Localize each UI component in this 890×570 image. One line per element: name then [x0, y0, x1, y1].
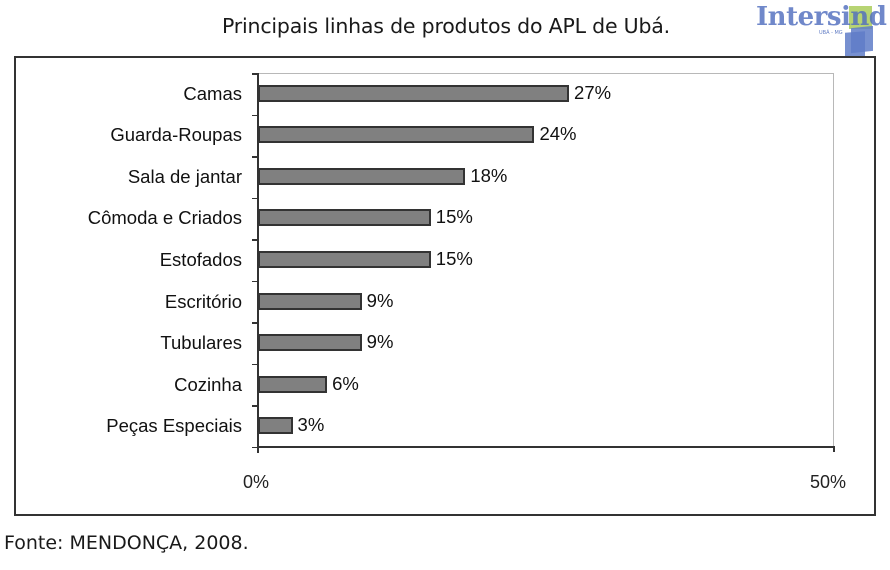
intersind-logo: Intersind UBÁ - MG [756, 0, 890, 62]
value-label: 9% [366, 289, 394, 311]
category-label: Camas [183, 82, 242, 104]
bar [258, 84, 570, 102]
bar [258, 292, 362, 310]
x-tick-label-min: 0% [243, 472, 270, 492]
value-label: 15% [435, 247, 473, 269]
y-axis-tick [252, 73, 258, 75]
chart-title: Principais linhas de produtos do APL de … [222, 14, 670, 38]
category-label: Guarda-Roupas [110, 124, 242, 146]
value-label: 9% [366, 331, 394, 353]
bar [258, 167, 466, 185]
source-caption: Fonte: MENDONÇA, 2008. [4, 532, 249, 554]
y-axis-tick [252, 322, 258, 324]
bar [258, 126, 535, 144]
logo-text: Intersind [756, 2, 887, 32]
y-axis-tick [252, 239, 258, 241]
bar [258, 375, 328, 393]
logo-subtext: UBÁ - MG [819, 30, 843, 36]
chart-frame [14, 56, 876, 516]
y-axis-tick [252, 446, 258, 449]
bar [258, 334, 362, 352]
y-axis [257, 73, 259, 450]
value-label: 15% [435, 206, 473, 228]
x-axis [257, 446, 835, 448]
value-label: 27% [574, 81, 612, 103]
bar [258, 250, 431, 268]
category-label: Cômoda e Criados [87, 207, 242, 229]
x-axis-tick [257, 446, 259, 453]
y-axis-tick [252, 280, 258, 283]
value-label: 18% [470, 164, 508, 186]
bar [258, 209, 431, 227]
x-tick-label-max: 50% [810, 472, 847, 492]
category-label: Estofados [159, 248, 242, 270]
logo-green-square-icon [849, 6, 872, 29]
category-label: Tubulares [160, 332, 242, 354]
x-axis-tick [833, 446, 835, 452]
y-axis-tick [252, 197, 258, 200]
y-axis-tick [252, 405, 258, 407]
plot-area [258, 73, 834, 447]
bar [258, 417, 293, 435]
value-label: 3% [297, 414, 325, 436]
category-label: Peças Especiais [106, 415, 242, 437]
value-label: 6% [332, 372, 359, 394]
y-axis-tick [252, 156, 258, 158]
category-label: Cozinha [174, 373, 242, 395]
category-label: Escritório [164, 290, 242, 312]
value-label: 24% [539, 123, 577, 145]
y-axis-tick [252, 114, 258, 117]
category-label: Sala de jantar [127, 165, 242, 187]
y-axis-tick [252, 363, 258, 366]
